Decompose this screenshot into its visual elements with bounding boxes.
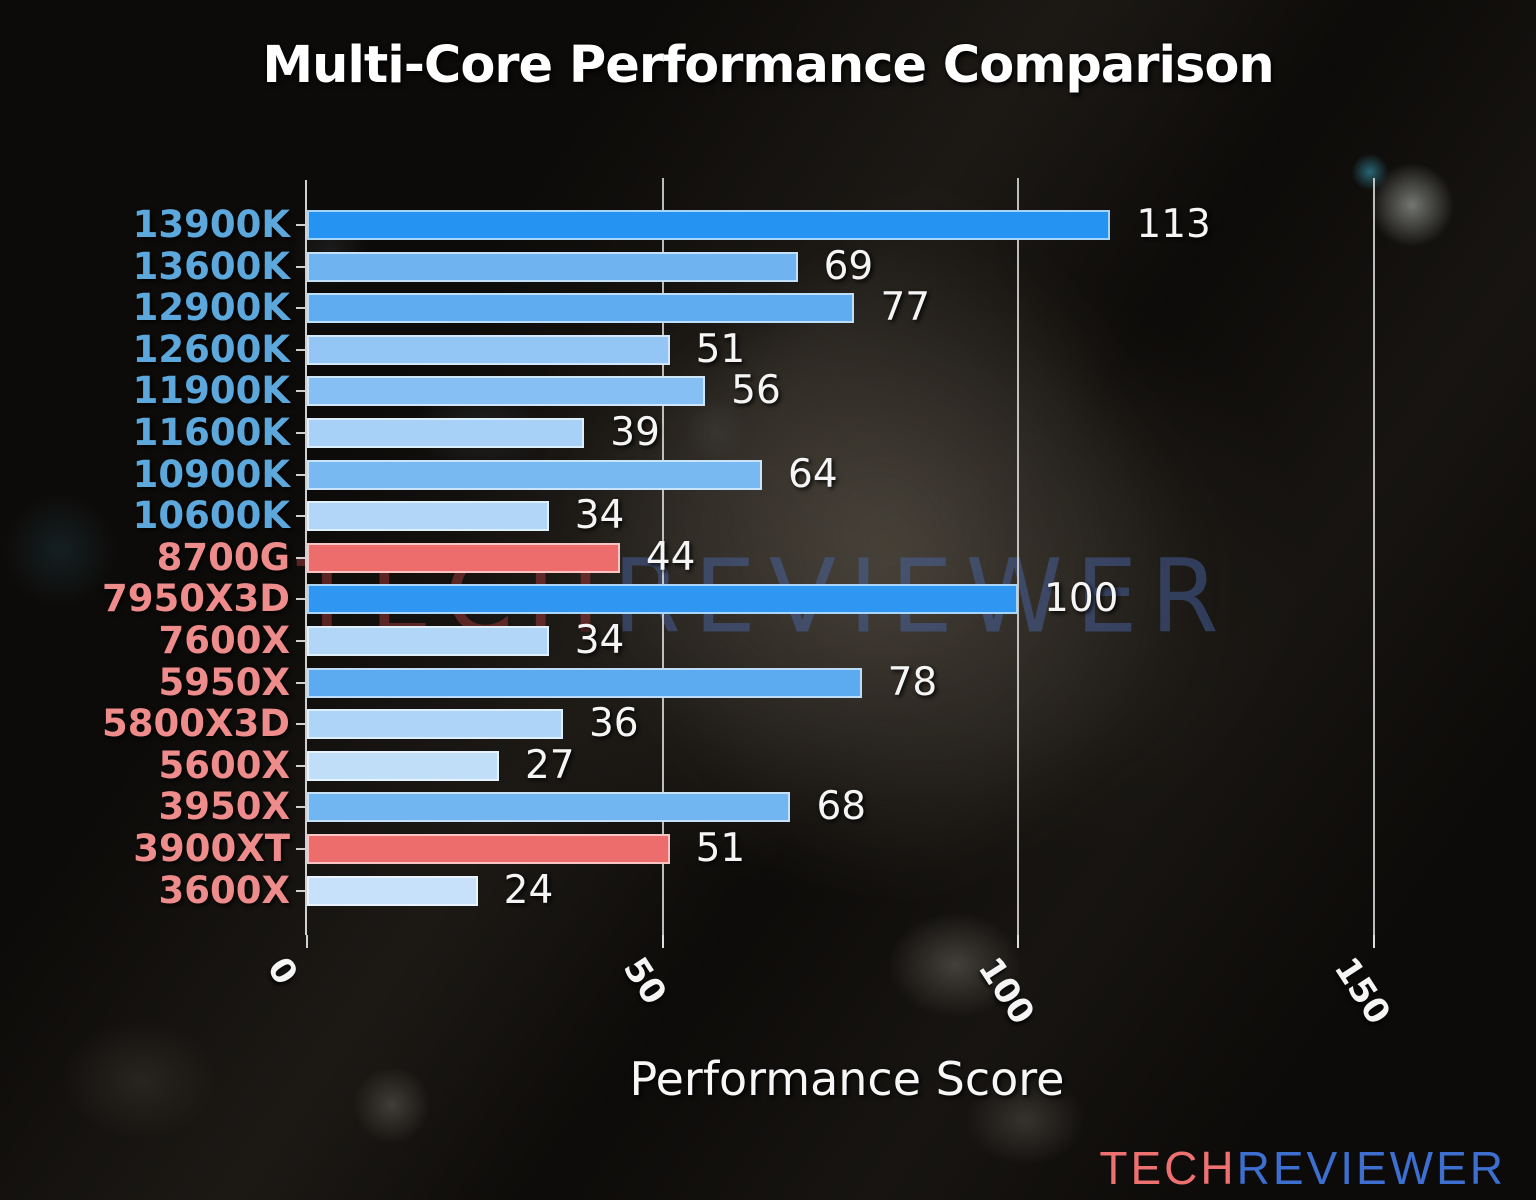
value-label-5800X3D: 36 <box>588 701 639 747</box>
y-tick-10900K <box>296 473 305 476</box>
bar-5600X <box>307 750 499 781</box>
y-tick-3600X <box>296 889 305 892</box>
bar-3900XT <box>307 834 670 864</box>
y-tick-13600K <box>296 265 305 268</box>
category-label-3900XT: 3900XT <box>133 827 290 870</box>
category-label-11900K: 11900K <box>132 369 290 413</box>
category-label-12600K: 12600K <box>132 327 290 371</box>
category-label-12900K: 12900K <box>132 286 290 330</box>
bar-8700G <box>307 542 620 573</box>
y-tick-5950X <box>296 681 305 684</box>
logo-reviewer: REVIEWER <box>1236 1142 1506 1194</box>
value-label-7950X3D: 100 <box>1044 576 1119 622</box>
category-label-13900K: 13900K <box>132 203 290 246</box>
gridline-150 <box>1372 178 1375 948</box>
logo-tech: TECH <box>1099 1142 1237 1194</box>
y-axis-spine <box>305 180 307 935</box>
value-label-3900XT: 51 <box>695 826 746 871</box>
y-tick-3900XT <box>296 848 305 850</box>
value-label-5600X: 27 <box>524 742 575 788</box>
value-label-8700G: 44 <box>645 534 696 580</box>
value-label-11600K: 39 <box>610 410 660 455</box>
y-tick-7600X <box>296 640 305 642</box>
y-tick-8700G <box>296 556 305 559</box>
chart-title: Multi-Core Performance Comparison <box>262 36 1274 95</box>
bar-3600X <box>307 875 478 906</box>
y-tick-10600K <box>296 515 305 518</box>
y-tick-11900K <box>296 390 305 393</box>
bar-10600K <box>307 501 549 532</box>
gridline-100 <box>1017 178 1019 948</box>
y-tick-7950X3D <box>296 598 305 601</box>
y-tick-12900K <box>296 307 305 310</box>
value-label-12600K: 51 <box>695 326 746 372</box>
x-axis-label: Performance Score <box>629 1052 1065 1106</box>
category-label-10600K: 10600K <box>132 494 290 538</box>
value-label-12900K: 77 <box>880 285 931 331</box>
category-label-7950X3D: 7950X3D <box>102 577 290 621</box>
category-label-3600X: 3600X <box>158 868 290 912</box>
category-label-7600X: 7600X <box>158 619 290 662</box>
category-label-5600X: 5600X <box>158 743 290 787</box>
bar-11600K <box>307 418 585 448</box>
value-label-10900K: 64 <box>788 451 838 497</box>
bar-3950X <box>307 792 791 823</box>
y-tick-13900K <box>296 224 305 226</box>
value-label-7600X: 34 <box>574 618 625 663</box>
value-label-3950X: 68 <box>816 784 867 830</box>
bar-10900K <box>307 459 763 490</box>
value-label-3600X: 24 <box>503 867 554 913</box>
category-label-5950X: 5950X <box>158 660 290 704</box>
category-label-11600K: 11600K <box>132 411 290 454</box>
value-label-10600K: 34 <box>574 493 625 539</box>
x-tick-100 <box>1017 935 1019 948</box>
bar-5950X <box>307 667 862 698</box>
brand-logo: TECHREVIEWER <box>1099 1141 1506 1195</box>
bar-12900K <box>307 293 855 324</box>
bar-13900K <box>307 210 1111 240</box>
x-tick-150 <box>1372 935 1375 948</box>
value-label-13900K: 113 <box>1136 202 1211 247</box>
bar-13600K <box>307 251 798 282</box>
gridline-50 <box>661 178 664 948</box>
y-tick-3950X <box>296 806 305 809</box>
category-label-8700G: 8700G <box>156 535 290 579</box>
x-tick-0 <box>306 935 308 948</box>
y-tick-12600K <box>296 348 305 351</box>
y-tick-5600X <box>296 764 305 767</box>
value-label-11900K: 56 <box>731 368 781 414</box>
bar-11900K <box>307 376 706 407</box>
value-label-13600K: 69 <box>823 243 874 289</box>
bar-12600K <box>307 334 670 365</box>
category-label-10900K: 10900K <box>132 452 290 496</box>
category-label-5800X3D: 5800X3D <box>102 702 290 746</box>
category-label-3950X: 3950X <box>158 785 290 829</box>
plot-area: 0 50 100 150 13900K 113 13600K 69 12900K 77 12600K… <box>102 178 1490 1032</box>
bar-7600X <box>307 626 549 656</box>
bar-5800X3D <box>307 709 563 740</box>
value-label-5950X: 78 <box>887 659 938 705</box>
y-tick-11600K <box>296 432 305 434</box>
y-tick-5800X3D <box>296 723 305 726</box>
x-tick-50 <box>661 935 664 948</box>
category-label-13600K: 13600K <box>132 244 290 288</box>
bar-7950X3D <box>307 584 1018 615</box>
